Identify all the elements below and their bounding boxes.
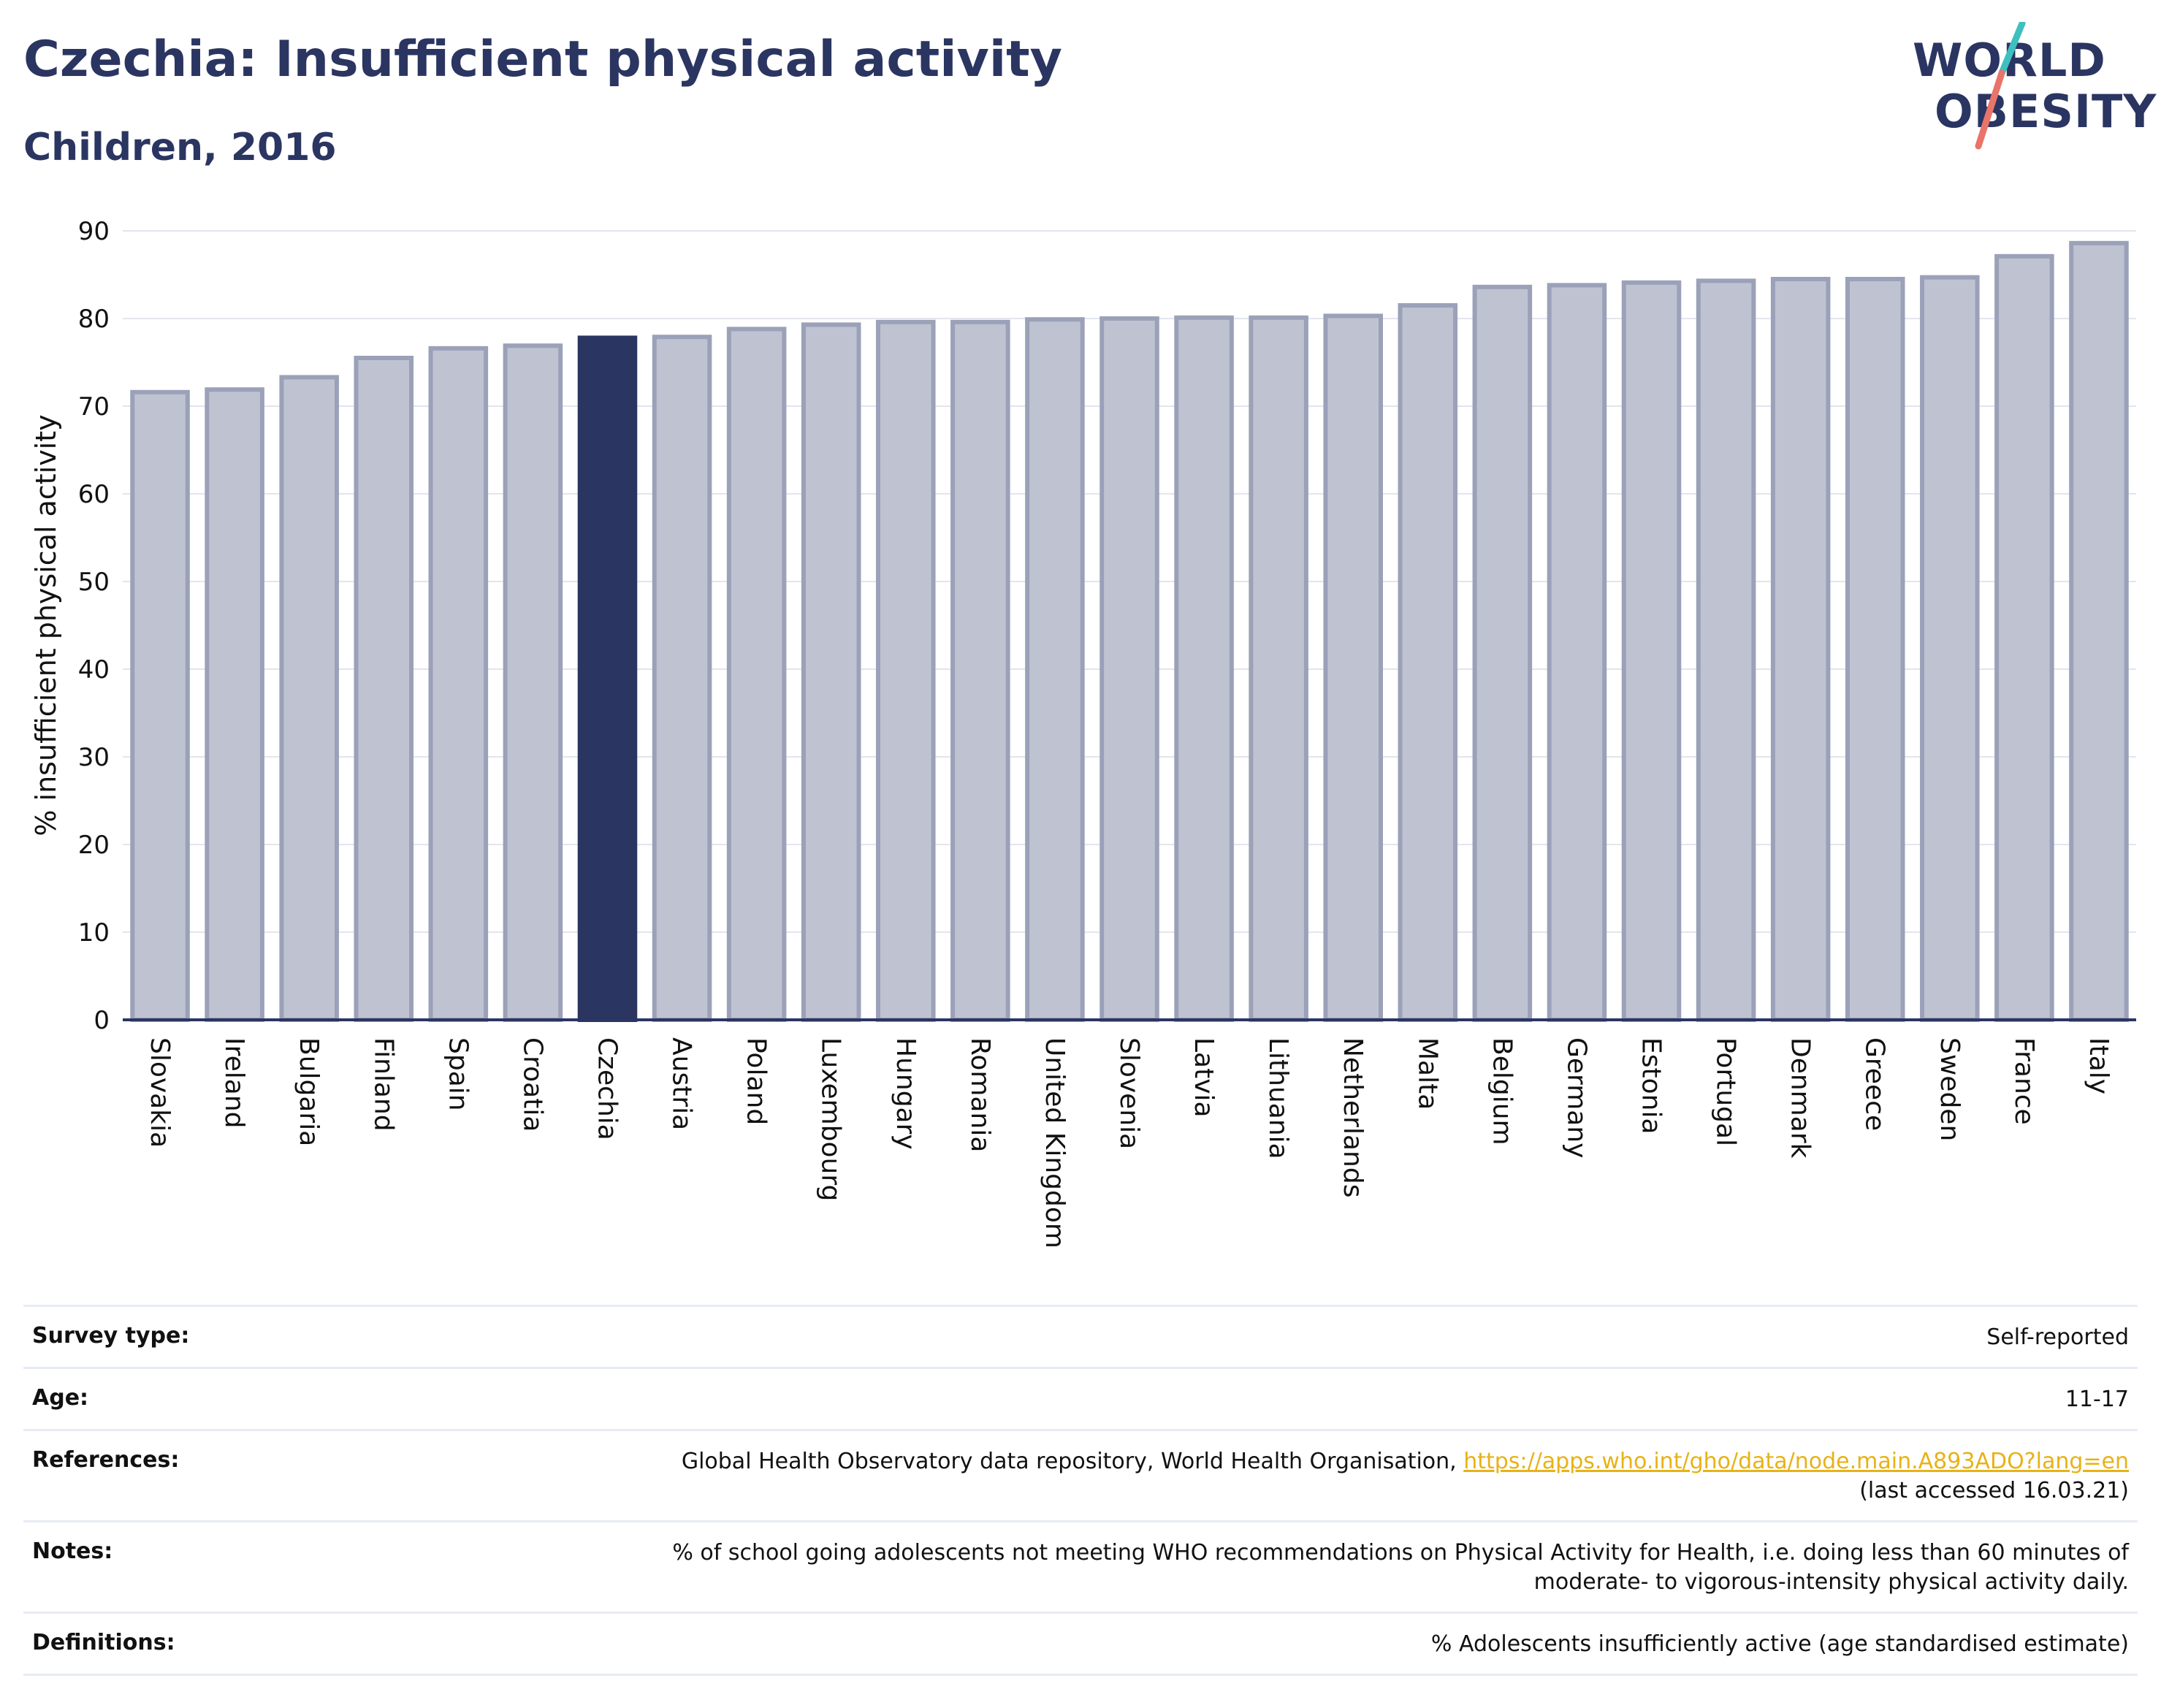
bar-latvia xyxy=(1174,315,1234,1022)
info-row-age: Age: 11-17 xyxy=(23,1367,2138,1429)
x-tick-label: Austria xyxy=(667,1037,697,1130)
bar-bulgaria xyxy=(279,375,339,1022)
bar-spain xyxy=(428,346,489,1022)
bar-chart: 0 10 20 30 40 50 60 70 80 90 % insufficient physic… xyxy=(30,217,2136,1248)
x-tick-label: Finland xyxy=(368,1037,398,1132)
x-tick-label: Estonia xyxy=(1636,1037,1666,1135)
x-tick-label: Lithuania xyxy=(1263,1037,1293,1159)
y-tick-label: 80 xyxy=(78,305,110,334)
references-text: Global Health Observatory data repositor… xyxy=(681,1449,1457,1474)
x-tick-label: Denmark xyxy=(1785,1037,1815,1159)
references-link[interactable]: https://apps.who.int/gho/data/node.main.… xyxy=(1463,1449,2129,1474)
bar-luxembourg xyxy=(801,322,861,1022)
y-axis-label: % insufficient physical activity xyxy=(30,414,62,836)
y-tick-label: 60 xyxy=(78,480,110,509)
bar-malta xyxy=(1398,303,1458,1022)
logo-word-2: OBESITY xyxy=(1935,85,2157,138)
bar-estonia xyxy=(1621,280,1682,1022)
bar-lithuania xyxy=(1249,315,1308,1022)
bar-denmark xyxy=(1770,277,1831,1022)
bar-croatia xyxy=(503,343,563,1022)
x-tick-label: Malta xyxy=(1412,1037,1442,1110)
survey-type-value: Self-reported xyxy=(1986,1324,2129,1350)
x-tick-label: Ireland xyxy=(219,1037,249,1129)
survey-type-label: Survey type: xyxy=(32,1323,190,1349)
x-tick-label: Sweden xyxy=(1935,1037,1964,1141)
logo-slash-icon xyxy=(1975,22,2026,150)
bar-hungary xyxy=(876,319,936,1022)
x-tick-label: Belgium xyxy=(1487,1037,1517,1145)
x-tick-label: Romania xyxy=(965,1037,995,1152)
y-tick-label: 40 xyxy=(78,655,110,685)
references-label: References: xyxy=(32,1447,180,1473)
y-tick-label: 90 xyxy=(78,217,110,246)
x-tick-label: Italy xyxy=(2084,1037,2114,1094)
info-row-definitions: Definitions: % Adolescents insufficientl… xyxy=(23,1612,2138,1676)
chart-title: Czechia: Insufficient physical activity xyxy=(23,31,1062,88)
bar-czechia xyxy=(577,335,638,1022)
bar-france xyxy=(1994,253,2054,1022)
y-tick-label: 70 xyxy=(78,392,110,422)
x-tick-label: Spain xyxy=(443,1037,473,1111)
x-tick-label: Latvia xyxy=(1189,1037,1219,1118)
x-tick-label: Hungary xyxy=(891,1037,921,1150)
x-tick-label: France xyxy=(2009,1037,2039,1125)
world-obesity-logo: WORLD OBESITY xyxy=(1899,22,2156,153)
age-label: Age: xyxy=(32,1385,89,1411)
x-tick-label: Luxembourg xyxy=(816,1037,846,1201)
x-tick-label: Croatia xyxy=(517,1037,547,1132)
bar-romania xyxy=(950,319,1010,1022)
chart-subtitle: Children, 2016 xyxy=(23,126,337,169)
bar-ireland xyxy=(205,387,264,1022)
x-tick-label: Slovenia xyxy=(1114,1037,1144,1149)
y-tick-label: 20 xyxy=(78,831,110,860)
age-value: 11-17 xyxy=(2065,1387,2129,1412)
y-tick-label: 10 xyxy=(78,918,110,948)
bar-portugal xyxy=(1696,278,1756,1022)
x-tick-label: Slovakia xyxy=(145,1037,175,1148)
x-tick-label: Netherlands xyxy=(1338,1037,1368,1197)
bar-finland xyxy=(354,356,414,1022)
bar-austria xyxy=(652,335,712,1022)
info-row-survey-type: Survey type: Self-reported xyxy=(23,1305,2138,1367)
x-tick-label: Poland xyxy=(742,1037,771,1125)
references-accessed: (last accessed 16.03.21) xyxy=(1859,1478,2129,1503)
bar-germany xyxy=(1547,283,1607,1022)
x-tick-label: Portugal xyxy=(1711,1037,1741,1146)
info-row-references: References: Global Health Observatory da… xyxy=(23,1429,2138,1520)
definitions-label: Definitions: xyxy=(32,1630,175,1655)
bar-netherlands xyxy=(1323,313,1383,1022)
x-tick-label: Czechia xyxy=(592,1037,622,1140)
references-value: Global Health Observatory data repositor… xyxy=(682,1447,2129,1506)
definitions-value: % Adolescents insufficiently active (age… xyxy=(1430,1631,2129,1657)
notes-label: Notes: xyxy=(32,1539,113,1564)
bar-belgium xyxy=(1472,284,1533,1022)
bar-slovenia xyxy=(1099,316,1159,1022)
bar-united-kingdom xyxy=(1025,317,1085,1022)
notes-value: % of school going adolescents not meetin… xyxy=(672,1539,2129,1597)
y-tick-label: 30 xyxy=(78,743,110,772)
bar-greece xyxy=(1845,277,1905,1022)
info-table: Survey type: Self-reported Age: 11-17 Re… xyxy=(23,1305,2138,1676)
bar-sweden xyxy=(1920,275,1980,1023)
notes-line-1: % of school going adolescents not meetin… xyxy=(672,1540,2129,1566)
info-row-notes: Notes: % of school going adolescents not… xyxy=(23,1520,2138,1612)
bar-italy xyxy=(2069,240,2129,1022)
y-tick-label: 50 xyxy=(78,568,110,597)
x-tick-label: Bulgaria xyxy=(294,1037,324,1146)
notes-line-2: moderate- to vigorous-intensity physical… xyxy=(1533,1569,2129,1595)
y-tick-label: 0 xyxy=(94,1006,110,1035)
x-tick-label: Greece xyxy=(1860,1037,1890,1131)
x-tick-label: United Kingdom xyxy=(1040,1037,1070,1248)
bar-poland xyxy=(726,327,787,1022)
bar-slovakia xyxy=(130,389,190,1022)
x-tick-label: Germany xyxy=(1561,1037,1591,1158)
